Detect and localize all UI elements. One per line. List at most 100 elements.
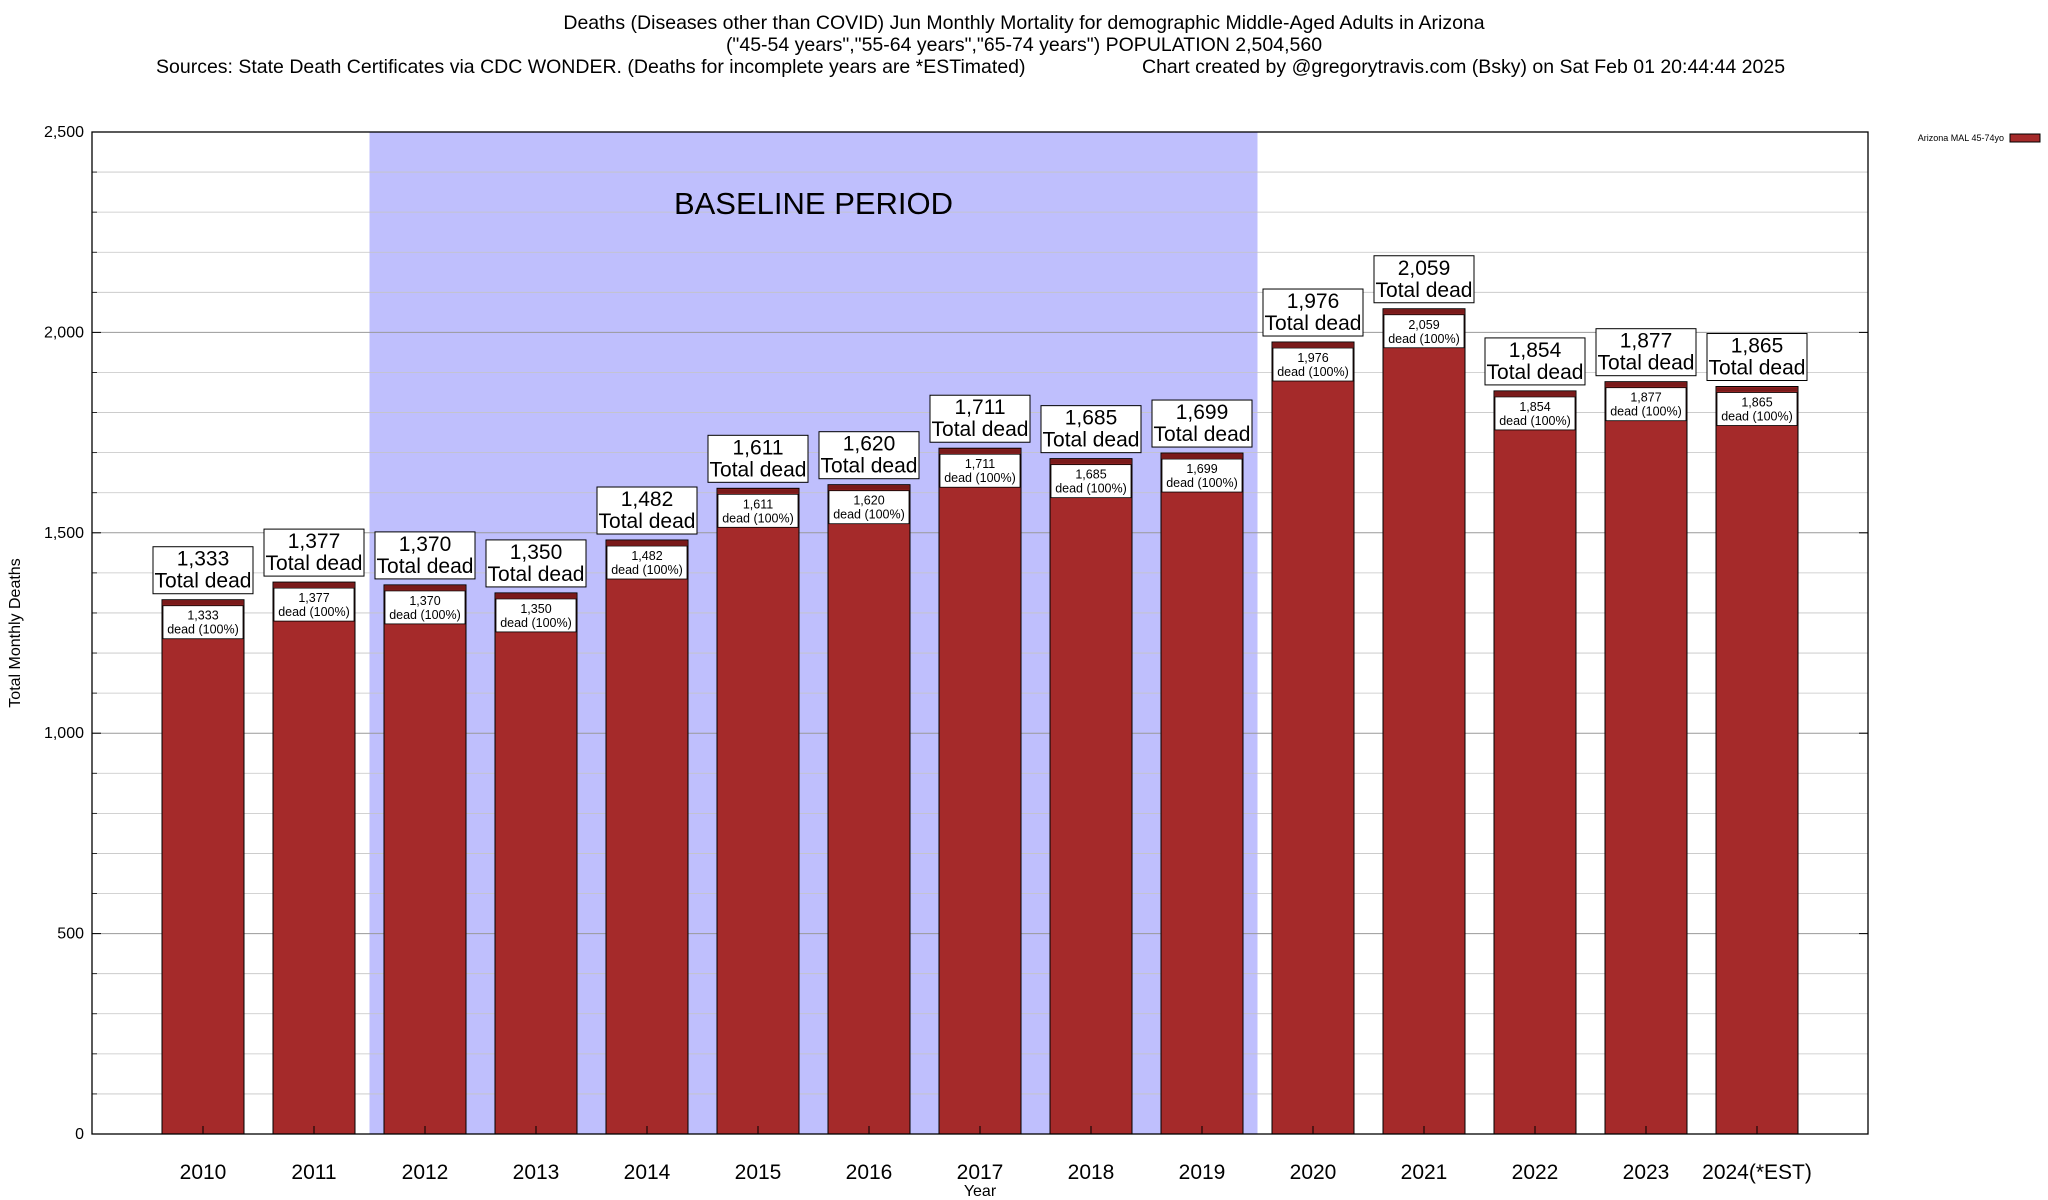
y-tick-label: 0 bbox=[75, 1126, 84, 1143]
total-value-label: 1,611 bbox=[733, 436, 784, 459]
inner-label-box bbox=[828, 490, 910, 525]
x-tick-label: 2019 bbox=[1179, 1161, 1226, 1184]
inner-value-label: 1,865 bbox=[1741, 396, 1772, 410]
total-value-label: 1,685 bbox=[1065, 407, 1118, 430]
inner-pct-label: dead (100%) bbox=[1721, 410, 1793, 424]
bar-cap bbox=[607, 541, 687, 546]
inner-pct-label: dead (100%) bbox=[944, 471, 1016, 485]
legend: Arizona MAL 45-74yo bbox=[1918, 133, 2041, 143]
inner-pct-label: dead (100%) bbox=[833, 508, 905, 522]
total-value-label: 2,059 bbox=[1398, 257, 1451, 280]
total-dead-label: Total dead bbox=[1043, 429, 1140, 452]
inner-pct-label: dead (100%) bbox=[1610, 405, 1682, 419]
inner-label-box bbox=[162, 605, 244, 640]
total-label-box bbox=[1484, 337, 1586, 386]
bar-cap bbox=[829, 485, 909, 490]
bar-cap bbox=[718, 489, 798, 494]
inner-pct-label: dead (100%) bbox=[389, 608, 461, 622]
inner-pct-label: dead (100%) bbox=[611, 563, 683, 577]
total-label-box bbox=[152, 546, 254, 595]
bar bbox=[605, 539, 689, 1135]
bar-cap bbox=[163, 600, 243, 605]
total-dead-label: Total dead bbox=[821, 455, 918, 478]
total-label-box bbox=[1040, 405, 1142, 454]
inner-value-label: 1,350 bbox=[520, 602, 551, 616]
bar bbox=[827, 484, 911, 1135]
x-axis: 2010 2011 2012 2013 2014 2015 2016 2017 2018 2019… bbox=[180, 1126, 1812, 1184]
inner-label-box bbox=[495, 598, 577, 633]
total-dead-label: Total dead bbox=[488, 563, 585, 586]
total-dead-label: Total dead bbox=[377, 555, 474, 578]
total-dead-label: Total dead bbox=[1265, 312, 1362, 335]
total-dead-label: Total dead bbox=[155, 570, 252, 593]
bar bbox=[383, 584, 467, 1135]
bar bbox=[1604, 381, 1688, 1135]
x-tick-label: 2016 bbox=[846, 1161, 893, 1184]
y-tick-label: 1,500 bbox=[44, 525, 84, 542]
x-axis-title: Year bbox=[964, 1183, 997, 1200]
total-label-box bbox=[707, 434, 809, 483]
inner-value-label: 1,370 bbox=[409, 594, 440, 608]
total-label-box bbox=[1706, 333, 1808, 382]
inner-value-label: 1,685 bbox=[1075, 468, 1106, 482]
x-tick-label: 2012 bbox=[402, 1161, 449, 1184]
legend-entry-label: Arizona MAL 45-74yo bbox=[1918, 133, 2004, 143]
y-axis: 0 500 1,000 1,500 2,000 2,500 bbox=[44, 124, 1868, 1143]
y-axis-title: Total Monthly Deaths bbox=[7, 558, 24, 707]
total-label-box bbox=[1262, 288, 1364, 337]
total-dead-label: Total dead bbox=[1154, 423, 1251, 446]
inner-value-label: 2,059 bbox=[1408, 318, 1439, 332]
total-label-box bbox=[1373, 255, 1475, 304]
bar-cap bbox=[1051, 459, 1131, 464]
total-dead-label: Total dead bbox=[266, 552, 363, 575]
bar-cap bbox=[1384, 309, 1464, 314]
bar bbox=[1160, 452, 1244, 1135]
inner-pct-label: dead (100%) bbox=[1499, 414, 1571, 428]
inner-value-label: 1,699 bbox=[1186, 462, 1217, 476]
bar bbox=[1715, 386, 1799, 1135]
bar-cap bbox=[274, 583, 354, 588]
inner-pct-label: dead (100%) bbox=[1388, 332, 1460, 346]
inner-value-label: 1,377 bbox=[298, 591, 329, 605]
total-dead-label: Total dead bbox=[1376, 279, 1473, 302]
total-value-label: 1,620 bbox=[843, 433, 896, 456]
total-value-label: 1,699 bbox=[1176, 401, 1229, 424]
inner-pct-label: dead (100%) bbox=[278, 605, 350, 619]
bar bbox=[272, 581, 356, 1135]
y-tick-label: 2,000 bbox=[44, 324, 84, 341]
chart-header: Deaths (Diseases other than COVID) Jun M… bbox=[0, 12, 2048, 78]
bar bbox=[1493, 390, 1577, 1135]
total-value-label: 1,350 bbox=[510, 541, 563, 564]
chart-title-line2: ("45-54 years","55-64 years","65-74 year… bbox=[725, 34, 1323, 56]
x-tick-label: 2022 bbox=[1512, 1161, 1559, 1184]
inner-label-box bbox=[606, 545, 688, 580]
total-value-label: 1,482 bbox=[621, 488, 674, 511]
total-label-box bbox=[374, 531, 476, 580]
total-label-box bbox=[818, 431, 920, 480]
total-label-box bbox=[1151, 399, 1253, 448]
bar bbox=[494, 592, 578, 1135]
inner-value-label: 1,611 bbox=[743, 497, 773, 511]
x-tick-label: 2011 bbox=[291, 1161, 336, 1184]
inner-pct-label: dead (100%) bbox=[722, 511, 794, 525]
y-tick-label: 500 bbox=[57, 926, 84, 943]
total-value-label: 1,711 bbox=[955, 396, 1006, 419]
total-label-box bbox=[1595, 328, 1697, 377]
total-label-box bbox=[263, 528, 365, 577]
inner-label-box bbox=[1272, 347, 1354, 382]
bar-cap bbox=[1606, 382, 1686, 387]
inner-label-box bbox=[717, 493, 799, 528]
bar bbox=[1049, 458, 1133, 1135]
bar-cap bbox=[1495, 391, 1575, 396]
